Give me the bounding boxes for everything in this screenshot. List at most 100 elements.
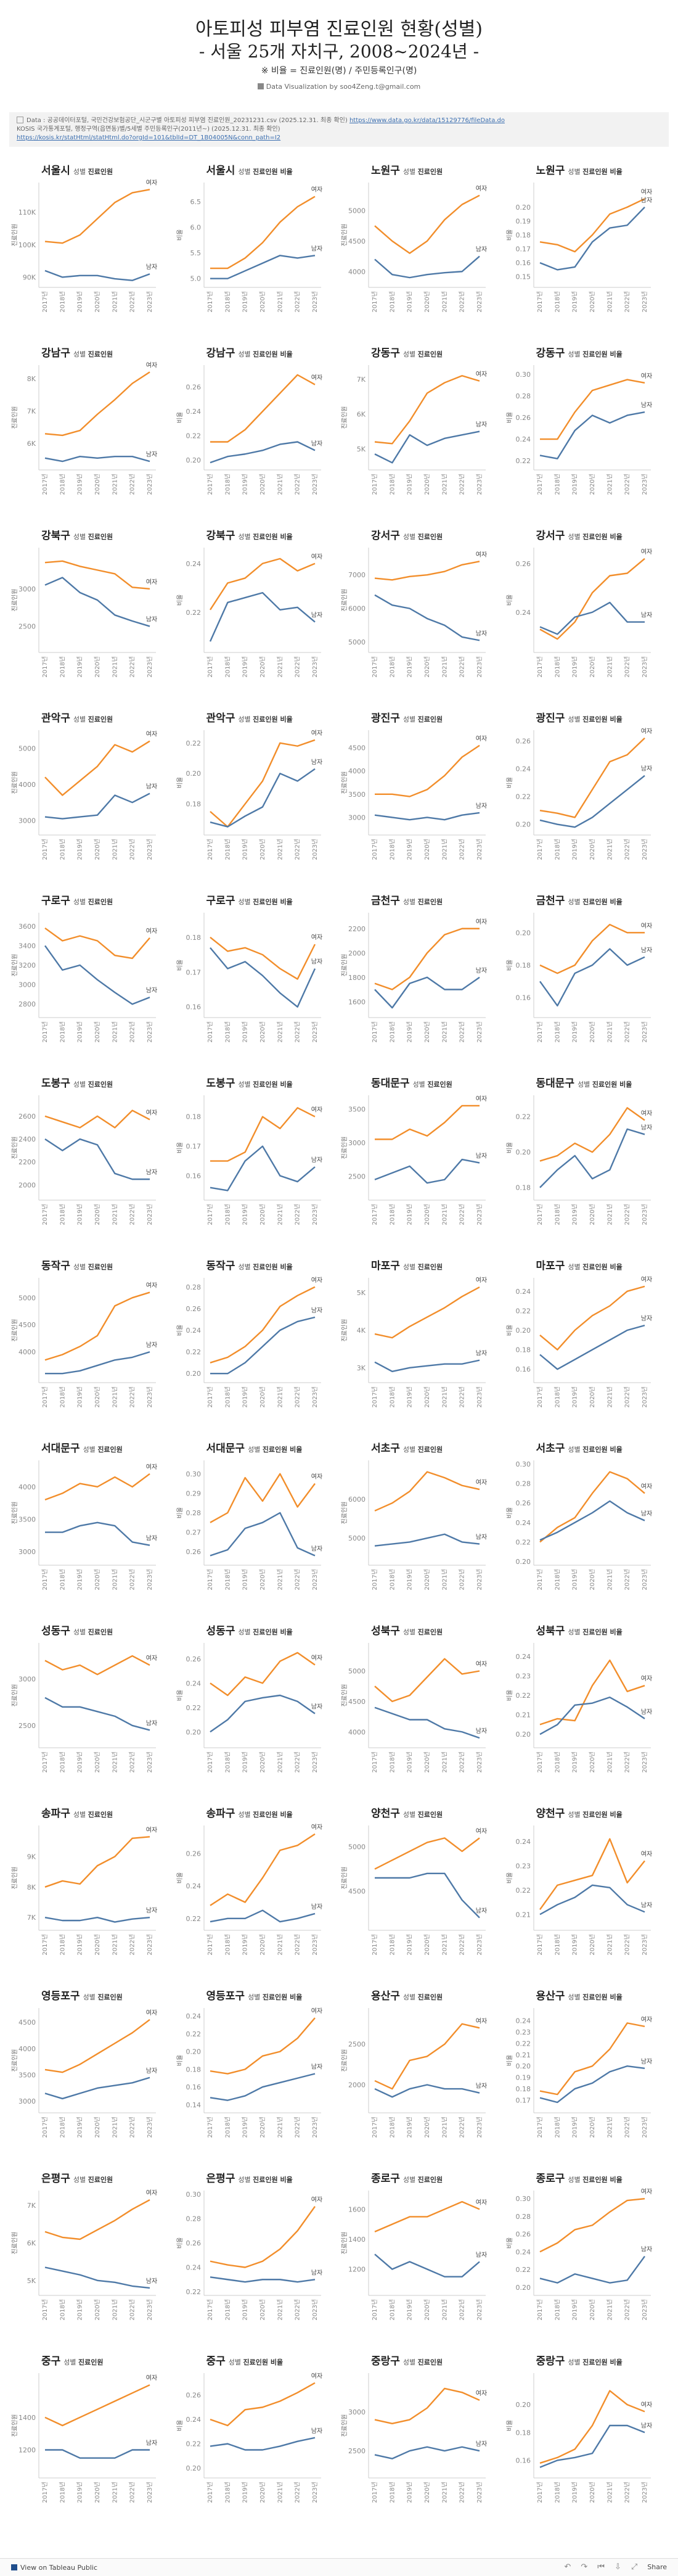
metric-prefix: 성별 [402,715,418,723]
x-tick-label: 2017년 [536,1569,544,1590]
y-tick-label: 2000 [348,949,366,957]
download-icon[interactable]: ⇩ [614,2562,621,2572]
line-chart: 3000 4000 5000 진료인원 2017년 2018년 2019년 2020년 2021… [11,730,157,860]
district-name: 성동구 [206,1625,235,1637]
redo-icon[interactable]: ↷ [581,2562,588,2572]
undo-icon[interactable]: ↶ [564,2562,571,2572]
line-chart: 5K 6K 7K 진료인원 2017년 2018년 2019년 2020년 2021년 2022년… [341,365,487,495]
y-tick-label: 2600 [18,1113,36,1121]
y-tick-label: 0.27 [186,1529,201,1537]
x-tick-label: 2020년 [259,474,266,495]
chart-panel: 2000 2500 진료인원 2017년 2018년 2019년 2020년 2021년 202… [339,1980,504,2162]
metric-name: 진료인원 [88,533,113,541]
series-label-male: 남자 [640,2422,651,2429]
metric-prefix: 성별 [238,533,253,541]
source-link-2[interactable]: https://kosis.kr/statHtml/statHtml.do?or… [17,134,281,141]
metric-name: 진료인원 [78,2358,104,2366]
series-line-female [44,2199,150,2241]
series-label-female: 여자 [146,2189,157,2197]
y-tick-label: 5000 [18,744,36,752]
series-line-female [374,1658,480,1703]
x-tick-label: 2023년 [476,656,483,678]
series-label-male: 남자 [640,612,651,619]
x-tick-label: 2022년 [459,1386,466,1408]
x-tick-label: 2018년 [553,474,561,495]
x-tick-label: 2020년 [94,2482,101,2503]
x-tick-label: 2021년 [276,1934,284,1956]
x-tick-label: 2019년 [406,1204,414,1225]
x-tick-label: 2020년 [259,1021,266,1043]
district-name: 영등포구 [41,1990,80,2002]
chart-title: 강동구 성별 진료인원 비율 [536,344,623,360]
y-axis-title: 비율 [506,960,513,971]
chart-panel: 2500 3000 3500 진료인원 2017년 2018년 2019년 2020년 2021… [339,1067,504,1249]
source-link-1[interactable]: https://www.data.go.kr/data/15129776/fil… [349,117,505,124]
y-tick-label: 2500 [18,1722,36,1730]
chart-metric-label: 성별 진료인원 [413,1080,452,1088]
x-tick-label: 2018년 [553,1021,561,1043]
x-tick-label: 2020년 [259,1386,266,1408]
series-line-male [209,947,316,1008]
y-tick-label: 0.30 [515,371,531,379]
x-tick-label: 2020년 [94,2117,101,2138]
chart-metric-label: 성별 진료인원 [403,2358,443,2366]
y-tick-label: 0.22 [515,457,531,465]
x-tick-label: 2023년 [311,656,319,678]
chart-metric-label: 성별 진료인원 [403,1993,443,2001]
y-tick-label: 0.24 [515,2017,531,2025]
y-tick-label: 0.24 [515,435,531,443]
x-tick-label: 2017년 [41,1751,49,1773]
metric-name: 진료인원 [88,350,113,358]
series-label-male: 남자 [640,1124,651,1131]
y-axis-title: 진료인원 [11,2232,18,2255]
metric-name: 진료인원 비율 [582,2176,623,2184]
y-tick-label: 7K [357,376,366,384]
metric-prefix: 성별 [402,1446,418,1454]
series-line-female [374,561,480,581]
chart-panel: 2500 3000 진료인원 2017년 2018년 2019년 2020년 2021년 202… [339,2345,504,2527]
y-tick-label: 7K [27,407,36,415]
x-tick-label: 2022년 [129,1021,136,1043]
series-label-female: 여자 [311,2372,322,2380]
series-line-female [375,1105,480,1140]
y-tick-label: 1600 [348,998,366,1006]
x-tick-label: 2023년 [476,1386,483,1408]
series-label-male: 남자 [476,1350,487,1357]
y-tick-label: 6K [27,440,36,448]
line-chart: 4000 4500 5000 진료인원 2017년 2018년 2019년 2020년 2021… [341,183,487,313]
share-button[interactable]: Share [647,2563,667,2571]
source-line-2: KOSIS 국가통계포털, 행정구역(읍면동)별/5세별 주민등록인구(2011… [17,126,280,133]
x-tick-label: 2022년 [459,1569,466,1590]
chart-title: 동대문구 성별 진료인원 비율 [536,1074,632,1090]
x-tick-label: 2023년 [311,1751,319,1773]
x-tick-label: 2021년 [441,656,448,678]
tableau-link-label: View on Tableau Public [20,2564,98,2572]
x-tick-label: 2020년 [259,2117,266,2138]
series-line-female [539,923,645,974]
x-tick-label: 2021년 [441,2482,448,2503]
series-label-female: 여자 [146,731,157,738]
fullscreen-icon[interactable]: ⤢ [631,2562,638,2572]
district-name: 노원구 [536,165,565,177]
revert-icon[interactable]: ⏮ [597,2562,605,2572]
x-tick-label: 2018년 [553,1934,561,1956]
metric-prefix: 성별 [83,1993,98,2001]
y-tick-label: 0.26 [186,1850,201,1858]
x-tick-label: 2018년 [59,2482,66,2503]
chart-title: 서울시 성별 진료인원 [41,162,113,177]
chart-panel: 0.17 0.18 0.19 0.20 0.21 0.22 0.23 0.24 비율 2017년 2… [504,1980,669,2162]
x-tick-label: 2023년 [146,839,153,860]
series-line-female [44,2018,150,2073]
x-tick-label: 2020년 [94,1751,101,1773]
series-line-female [539,737,645,818]
metric-name: 진료인원 비율 [253,350,293,358]
chart-panel: 0.20 0.22 0.24 0.26 비율 2017년 2018년 2019년 2020년 20… [504,702,669,884]
x-tick-label: 2021년 [441,1934,448,1956]
series-label-female: 여자 [311,1824,322,1831]
series-label-male: 남자 [476,2083,487,2090]
series-label-female: 여자 [640,1675,651,1682]
series-label-female: 여자 [311,553,322,561]
x-tick-label: 2022년 [129,2299,136,2321]
tableau-link[interactable]: View on Tableau Public [11,2564,97,2572]
